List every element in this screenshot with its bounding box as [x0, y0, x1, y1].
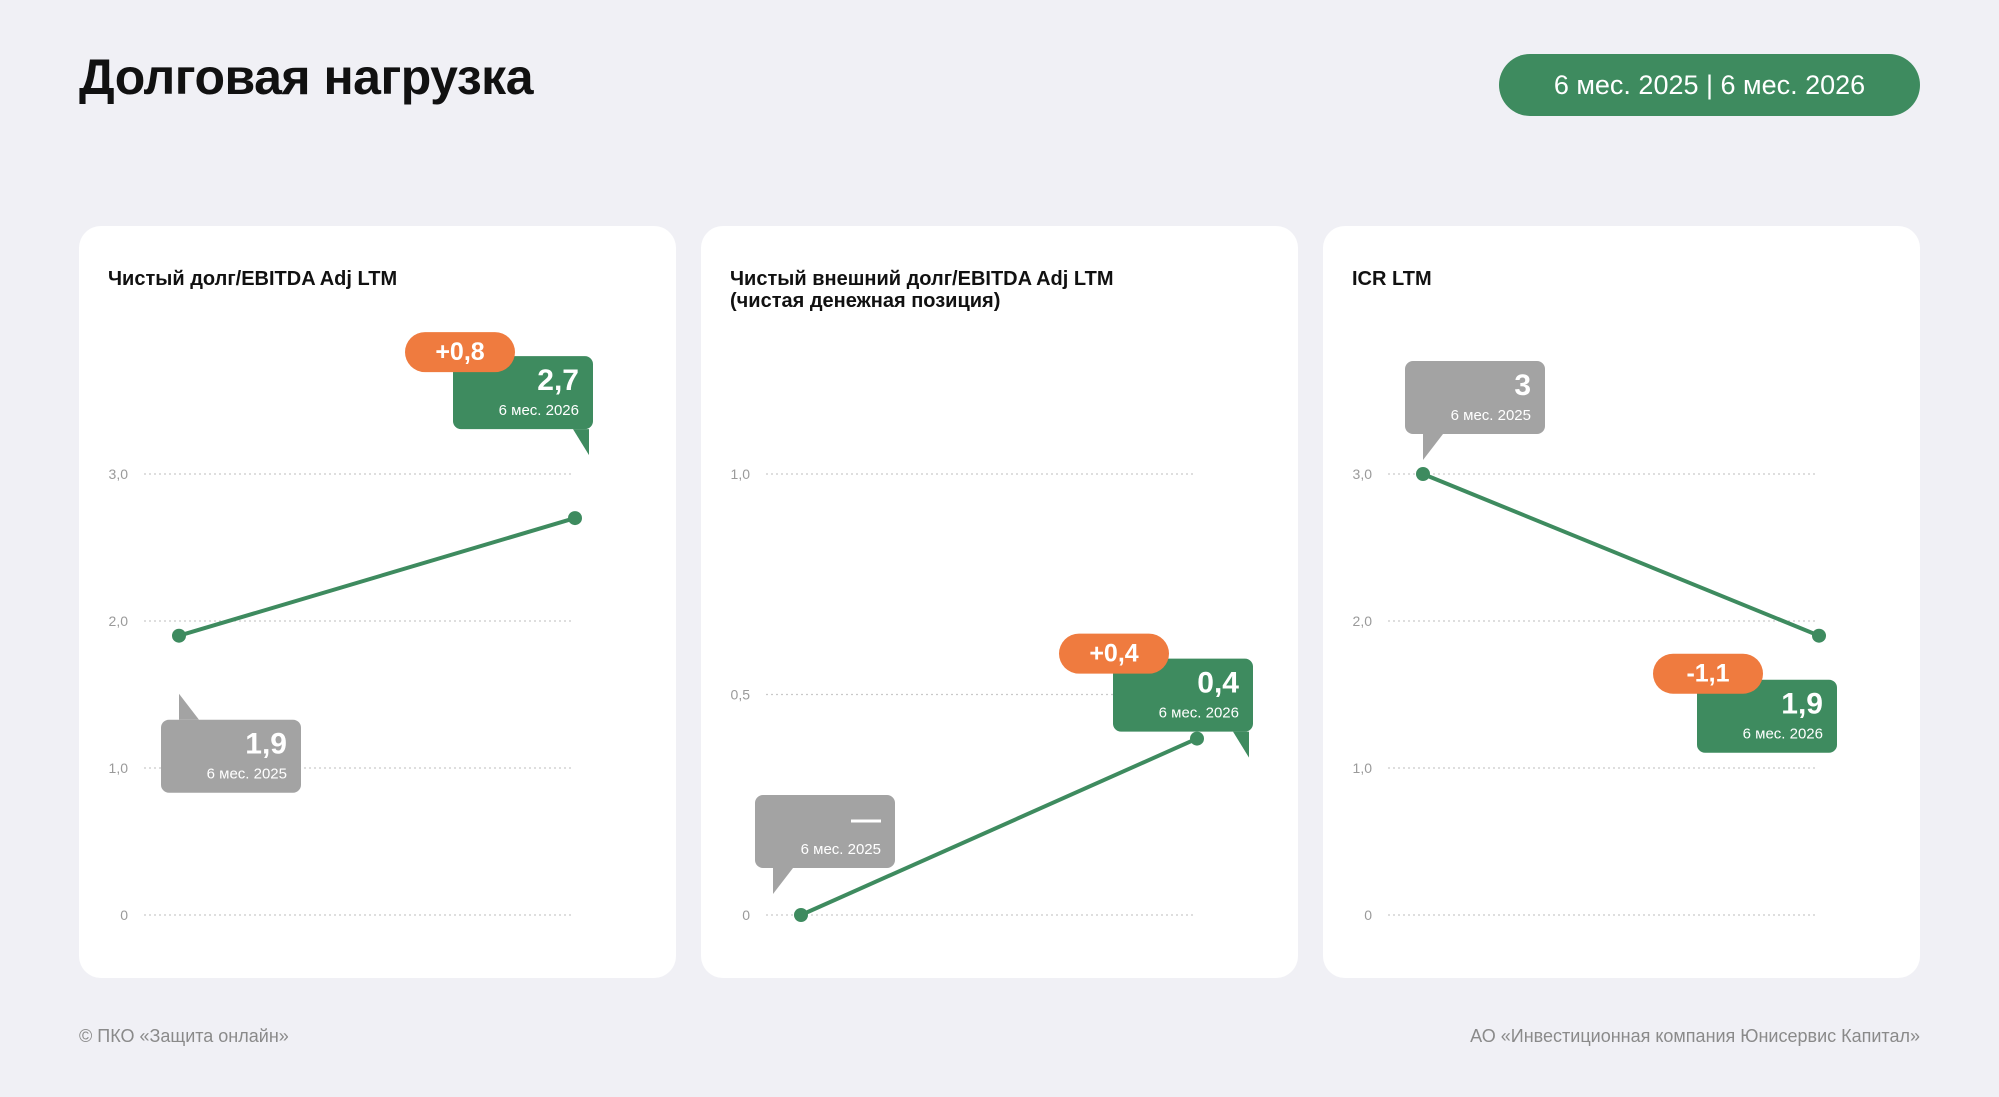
- change-label: +0,4: [1089, 640, 1138, 668]
- change-pill: [1653, 653, 1763, 694]
- callout-tail: [773, 868, 793, 894]
- callout-2026: 2,7 6 мес. 2026: [453, 356, 593, 456]
- change-badge: +0,8: [405, 332, 515, 373]
- change-label: -1,1: [1686, 660, 1729, 688]
- y-tick-label: 0: [1364, 907, 1372, 923]
- data-point: [1416, 467, 1430, 481]
- y-tick-label: 3,0: [109, 466, 129, 482]
- callout-tail: [1233, 731, 1249, 758]
- chart-title: Чистый внешний долг/EBITDA Adj LTM (чист…: [730, 268, 1114, 312]
- footer-copyright: © ПКО «Защита онлайн»: [79, 1026, 289, 1046]
- callout-box: [1113, 658, 1253, 732]
- change-label: +0,8: [435, 338, 484, 366]
- page-title: Долговая нагрузка: [79, 49, 534, 105]
- chart-card-net-debt-ebitda: Чистый долг/EBITDA Adj LTM 0 1,0 2,0 3,0 1,9…: [79, 226, 676, 978]
- callout-tail: [573, 429, 589, 456]
- y-tick-label: 1,0: [731, 466, 751, 482]
- period-label: 6 мес. 2025: [1451, 407, 1531, 424]
- data-label: —: [851, 803, 881, 836]
- y-tick-label: 1,0: [109, 760, 129, 776]
- y-tick-label: 0,5: [731, 687, 751, 703]
- y-tick-label: 3,0: [1353, 466, 1373, 482]
- change-badge: +0,4: [1059, 633, 1169, 674]
- period-label: 6 мес. 2025: [207, 766, 287, 783]
- data-label: 3: [1514, 369, 1531, 402]
- chart-icr-ltm: 0 1,0 2,0 3,0 3 6 мес. 2025 1,9 6 мес. 2026 -1,1: [1353, 361, 1837, 923]
- data-point: [568, 511, 582, 526]
- callout-box: [161, 719, 301, 793]
- data-point: [1190, 731, 1204, 746]
- chart-net-external-debt-ebitda: 0 0,5 1,0 — 6 мес. 2025 0,4 6 мес. 2026 +0,4: [731, 466, 1253, 923]
- chart-card-icr-ltm: ICR LTM 0 1,0 2,0 3,0 3 6 мес. 2025 1,9 6 мес. …: [1323, 226, 1920, 978]
- chart-card-net-external-debt-ebitda: Чистый внешний долг/EBITDA Adj LTM (чист…: [701, 226, 1298, 978]
- y-tick-label: 1,0: [1353, 760, 1373, 776]
- callout-2025: — 6 мес. 2025: [755, 795, 895, 894]
- callout-2025: 3 6 мес. 2025: [1405, 361, 1545, 460]
- data-point: [1812, 628, 1826, 643]
- callout-box: [755, 795, 895, 868]
- series-line: [800, 736, 1198, 917]
- data-label: 1,9: [1781, 688, 1823, 721]
- callout-box: [453, 356, 593, 430]
- change-badge: -1,1: [1653, 653, 1763, 694]
- y-tick-label: 2,0: [109, 613, 129, 629]
- chart-title: ICR LTM: [1352, 268, 1432, 290]
- y-tick-label: 2,0: [1353, 613, 1373, 629]
- data-label: 1,9: [245, 728, 287, 761]
- y-tick-label: 0: [120, 907, 128, 923]
- y-tick-label: 0: [742, 907, 750, 923]
- period-label: 6 мес. 2026: [499, 402, 579, 419]
- chart-title: Чистый долг/EBITDA Adj LTM: [108, 268, 398, 290]
- period-label: 6 мес. 2025: [801, 841, 881, 858]
- period-badge: 6 мес. 2025 | 6 мес. 2026: [1499, 54, 1920, 116]
- callout-2025: 1,9 6 мес. 2025: [161, 693, 301, 793]
- data-point: [794, 908, 808, 922]
- callout-2026: 1,9 6 мес. 2026: [1697, 653, 1837, 753]
- change-pill: [1059, 633, 1169, 674]
- callout-2026: 0,4 6 мес. 2026: [1113, 658, 1253, 758]
- series-line: [178, 516, 576, 638]
- data-point: [172, 628, 186, 643]
- footer-company: АО «Инвестиционная компания Юнисервис Ка…: [1470, 1026, 1920, 1046]
- callout-box: [1697, 679, 1837, 753]
- callout-tail: [1423, 434, 1443, 460]
- period-label: 6 мес. 2026: [1743, 726, 1823, 743]
- callout-tail: [179, 693, 199, 720]
- period-label: 6 мес. 2026: [1159, 705, 1239, 722]
- callout-box: [1405, 361, 1545, 434]
- data-label: 0,4: [1197, 667, 1239, 700]
- chart-net-debt-ebitda: 0 1,0 2,0 3,0 1,9 6 мес. 2025 2,7 6 мес. 2026 +0…: [109, 332, 593, 923]
- series-line: [1422, 472, 1820, 638]
- data-label: 2,7: [537, 364, 579, 397]
- change-pill: [405, 332, 515, 373]
